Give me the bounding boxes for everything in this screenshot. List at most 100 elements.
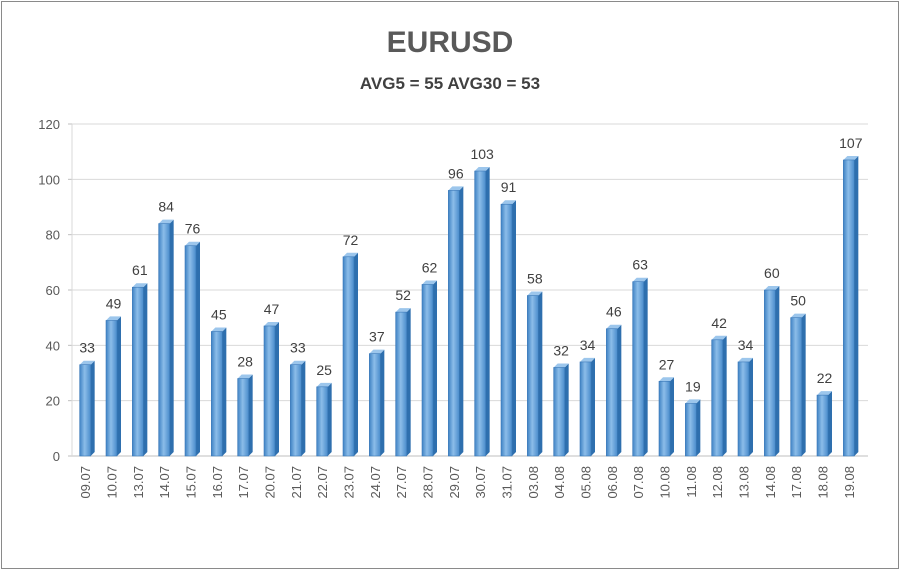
bar-top xyxy=(553,363,569,368)
data-label: 91 xyxy=(501,179,517,195)
bar-top xyxy=(738,357,753,362)
bar-top xyxy=(659,377,674,382)
bar-front xyxy=(606,328,618,457)
bar-front xyxy=(843,159,855,457)
x-tick-label: 14.08 xyxy=(763,466,778,499)
x-tick-label: 17.07 xyxy=(236,466,251,499)
data-label: 34 xyxy=(738,337,754,353)
bar xyxy=(316,382,332,457)
bar-side xyxy=(828,391,832,456)
bar-top xyxy=(501,200,516,205)
data-label: 45 xyxy=(211,307,227,323)
grid-lines xyxy=(68,123,868,457)
bar xyxy=(843,155,859,457)
bar xyxy=(527,291,543,457)
data-label: 46 xyxy=(606,304,622,320)
bar-side xyxy=(670,377,674,456)
bar xyxy=(448,186,464,457)
x-tick-label: 11.08 xyxy=(684,466,699,498)
data-label: 19 xyxy=(685,378,701,394)
bar-side xyxy=(564,363,569,456)
bar xyxy=(737,357,753,457)
y-tick-label: 100 xyxy=(38,172,60,187)
x-tick-label: 16.07 xyxy=(210,466,225,499)
bar-top xyxy=(817,391,832,396)
bar xyxy=(211,327,227,457)
bar-front xyxy=(421,284,434,457)
x-tick-label: 28.07 xyxy=(421,466,436,499)
chart-title: EURUSD xyxy=(386,26,514,59)
bar-front xyxy=(685,403,697,457)
x-tick-label: 04.08 xyxy=(552,466,567,499)
bar-top xyxy=(790,313,806,318)
x-tick-label: 09.07 xyxy=(78,466,93,499)
bar-front xyxy=(105,320,118,457)
x-tick-label: 10.07 xyxy=(105,466,120,499)
bar-front xyxy=(132,286,144,457)
bar-front xyxy=(79,364,91,457)
bar xyxy=(632,277,648,457)
bar xyxy=(369,349,385,457)
bar-top xyxy=(764,286,780,290)
bar xyxy=(500,200,516,457)
bar xyxy=(606,324,622,457)
bar-front xyxy=(632,281,644,457)
y-tick-label: 20 xyxy=(46,394,60,409)
bar-front xyxy=(579,361,592,457)
bar xyxy=(685,399,701,457)
bar-front xyxy=(711,339,723,457)
data-label: 47 xyxy=(264,301,280,317)
bar-side xyxy=(354,252,358,456)
data-labels: 33 49 61 84 76 45 28 47 33 25 72 37 52 62 96 103 91 58 32 3… xyxy=(79,135,862,394)
bar-top xyxy=(264,321,279,326)
bar-side xyxy=(327,382,332,456)
bar-side xyxy=(90,360,95,456)
bar xyxy=(105,316,121,457)
bar xyxy=(790,313,806,457)
bar-front xyxy=(790,317,802,457)
bar xyxy=(158,219,174,457)
bar-front xyxy=(737,361,750,457)
data-label: 107 xyxy=(839,135,863,151)
bar-top xyxy=(290,360,306,365)
bar xyxy=(816,391,832,457)
bar-top xyxy=(395,308,411,313)
bar-top xyxy=(106,316,121,321)
bar xyxy=(474,167,490,457)
x-tick-label: 03.08 xyxy=(526,466,541,499)
bar-top xyxy=(632,277,648,282)
bar-top xyxy=(474,167,490,172)
data-label: 50 xyxy=(790,293,806,309)
x-tick-label: 27.07 xyxy=(394,466,409,499)
x-tick-label: 07.08 xyxy=(631,466,646,499)
bar xyxy=(184,241,200,457)
y-tick-label: 40 xyxy=(46,338,60,353)
bar-side xyxy=(406,308,411,456)
data-label: 58 xyxy=(527,271,543,287)
bar xyxy=(237,374,253,457)
bar-front xyxy=(290,364,302,457)
x-tick-label: 29.07 xyxy=(447,466,462,499)
bar-front xyxy=(764,289,776,457)
data-label: 33 xyxy=(290,340,306,356)
x-tick-label: 18.08 xyxy=(816,466,831,499)
bar-front xyxy=(658,380,671,457)
x-tick-label: 31.07 xyxy=(500,466,515,499)
data-label: 60 xyxy=(764,265,780,281)
bar-side xyxy=(143,283,148,456)
x-tick-label: 22.07 xyxy=(315,466,330,499)
bar-top xyxy=(343,252,358,257)
bar-front xyxy=(263,325,276,457)
x-tick-label: 20.07 xyxy=(263,466,278,499)
bar-top xyxy=(316,382,332,387)
bar xyxy=(553,363,569,457)
data-label: 103 xyxy=(470,146,494,162)
data-label: 42 xyxy=(711,315,727,331)
bar-side xyxy=(749,357,753,456)
bar xyxy=(263,321,279,457)
x-axis: 09.07 10.07 13.07 14.07 15.07 16.07 17.07 20.07… xyxy=(78,466,857,499)
x-tick-label: 14.07 xyxy=(157,466,172,499)
y-axis: 0 20 40 60 80 100 120 xyxy=(38,117,60,464)
bar xyxy=(290,360,306,457)
bar-top xyxy=(185,241,200,246)
